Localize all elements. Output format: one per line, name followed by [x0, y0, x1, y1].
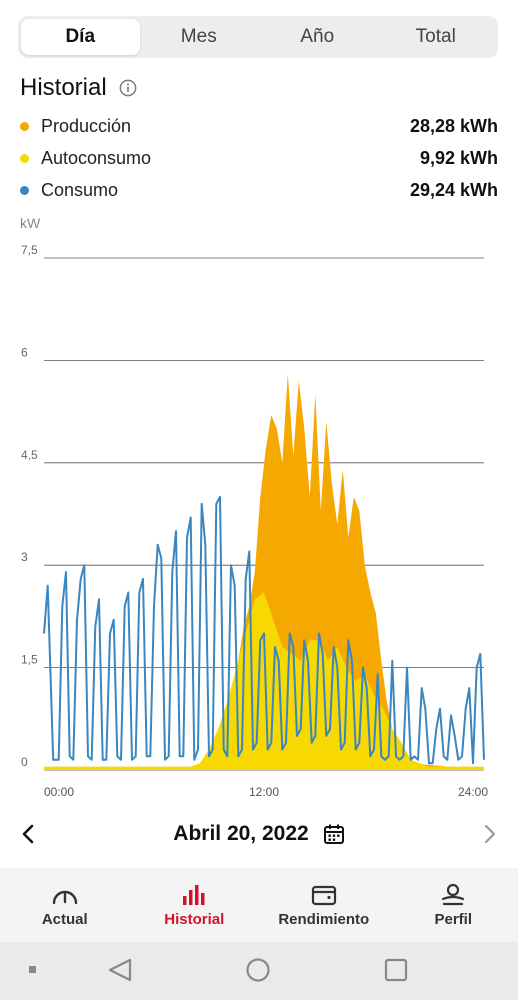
user-icon — [442, 883, 465, 905]
chevron-left-icon[interactable] — [18, 822, 38, 846]
recents-icon[interactable] — [384, 958, 408, 982]
nav-label: Actual — [41, 910, 88, 928]
x-tick-label: 00:00 — [44, 785, 74, 799]
series-area-1 — [44, 592, 484, 770]
calendar-icon[interactable] — [323, 823, 345, 845]
wallet-icon — [311, 885, 336, 905]
y-tick-label: 3 — [21, 550, 28, 564]
bar-chart-icon — [183, 884, 205, 905]
period-tabs: Día Mes Año Total — [18, 16, 498, 58]
y-tick-label: 4,5 — [21, 448, 38, 462]
self-consumption-dot — [20, 153, 29, 163]
history-header: Historial — [20, 74, 137, 102]
legend: Producción 28,28 kWh Autoconsumo 9,92 kW… — [20, 110, 498, 206]
x-tick-label: 24:00 — [458, 785, 488, 799]
date-navigator: Abril 20, 2022 — [0, 812, 518, 856]
tab-mes[interactable]: Mes — [180, 26, 217, 47]
gauge-icon — [52, 890, 77, 904]
consumption-dot — [20, 185, 29, 195]
legend-label: Autoconsumo — [41, 147, 152, 168]
back-icon[interactable] — [108, 958, 132, 982]
home-icon[interactable] — [246, 958, 270, 982]
nav-historial[interactable]: Historial — [130, 868, 260, 942]
tab-ano[interactable]: Año — [300, 26, 335, 47]
nav-perfil[interactable]: Perfil — [389, 868, 518, 942]
current-date: Abril 20, 2022 — [173, 822, 309, 845]
x-tick-label: 12:00 — [249, 785, 279, 799]
series-area-0 — [44, 374, 484, 770]
nav-label: Rendimiento — [278, 910, 370, 928]
legend-value: 28,28 kWh — [409, 115, 498, 136]
bottom-navigation: Actual Historial Rendimiento Perfil — [0, 868, 518, 942]
info-icon[interactable] — [119, 79, 137, 97]
nav-label: Historial — [164, 910, 225, 928]
legend-self-consumption: Autoconsumo 9,92 kWh — [20, 142, 498, 174]
y-axis-label: kW — [20, 215, 41, 231]
series-line-consumption — [43, 495, 485, 765]
legend-production: Producción 28,28 kWh — [20, 110, 498, 142]
legend-value: 9,92 kWh — [419, 147, 498, 168]
system-navigation-bar — [0, 942, 518, 1000]
history-chart[interactable]: kW 7,5 6 4,5 3 1,5 0 00:00 12:00 24:00 — [0, 212, 518, 812]
system-nav-buttons — [29, 958, 408, 982]
production-dot — [20, 121, 29, 131]
legend-label: Consumo — [41, 179, 119, 200]
y-tick-label: 0 — [21, 755, 28, 769]
menu-square-icon[interactable] — [29, 966, 36, 973]
chevron-right-icon[interactable] — [480, 822, 500, 846]
y-tick-label: 6 — [21, 345, 28, 359]
y-tick-label: 7,5 — [21, 243, 38, 257]
date-display[interactable]: Abril 20, 2022 — [173, 822, 344, 846]
tab-total[interactable]: Total — [415, 26, 456, 47]
legend-label: Producción — [41, 115, 132, 136]
legend-value: 29,24 kWh — [409, 179, 498, 200]
nav-actual[interactable]: Actual — [0, 868, 130, 942]
nav-label: Perfil — [434, 910, 472, 928]
nav-rendimiento[interactable]: Rendimiento — [259, 868, 389, 942]
history-title: Historial — [20, 74, 107, 101]
legend-consumption: Consumo 29,24 kWh — [20, 174, 498, 206]
tab-dia[interactable]: Día — [21, 19, 140, 55]
y-tick-label: 1,5 — [21, 653, 38, 667]
